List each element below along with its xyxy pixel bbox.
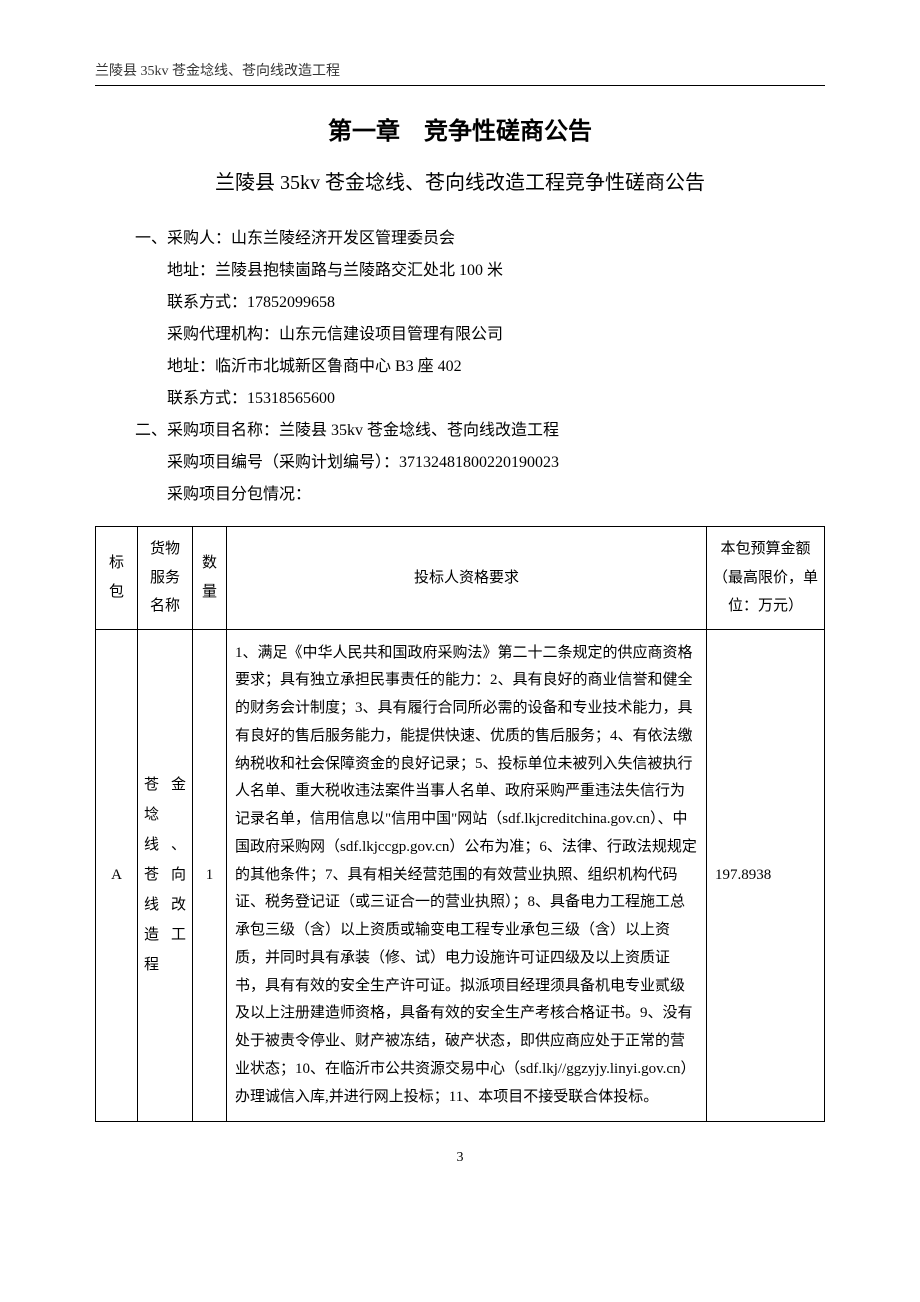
sub-title: 兰陵县 35kv 苍金埝线、苍向线改造工程竞争性磋商公告 [95, 166, 825, 195]
page-number: 3 [95, 1150, 825, 1166]
cell-service-name: 苍金埝线、苍向线改造工程 [138, 629, 193, 1122]
cell-budget: 197.8938 [707, 629, 825, 1122]
agency-contact: 联系方式：15318565600 [167, 383, 825, 415]
package-table-wrap: 标包 货物服务名称 数量 投标人资格要求 本包预算金额（最高限价，单位：万元） … [95, 526, 825, 1122]
cell-package: A [96, 629, 138, 1122]
purchaser-contact: 联系方式：17852099658 [167, 287, 825, 319]
table-row: A 苍金埝线、苍向线改造工程 1 1、满足《中华人民共和国政府采购法》第二十二条… [96, 629, 825, 1122]
col-quantity: 数量 [193, 527, 227, 630]
project-number: 采购项目编号（采购计划编号）：37132481800220190023 [167, 447, 825, 479]
table-header-row: 标包 货物服务名称 数量 投标人资格要求 本包预算金额（最高限价，单位：万元） [96, 527, 825, 630]
col-budget: 本包预算金额（最高限价，单位：万元） [707, 527, 825, 630]
section2-heading: 二、采购项目名称：兰陵县 35kv 苍金埝线、苍向线改造工程 [135, 415, 825, 447]
package-table: 标包 货物服务名称 数量 投标人资格要求 本包预算金额（最高限价，单位：万元） … [95, 526, 825, 1122]
purchaser-address: 地址：兰陵县抱犊崮路与兰陵路交汇处北 100 米 [167, 255, 825, 287]
section1-heading: 一、采购人：山东兰陵经济开发区管理委员会 [135, 223, 825, 255]
agency-name: 采购代理机构：山东元信建设项目管理有限公司 [167, 319, 825, 351]
col-package: 标包 [96, 527, 138, 630]
cell-quantity: 1 [193, 629, 227, 1122]
col-requirements: 投标人资格要求 [227, 527, 707, 630]
package-status: 采购项目分包情况： [167, 479, 825, 511]
header-divider [95, 85, 825, 86]
agency-address: 地址：临沂市北城新区鲁商中心 B3 座 402 [167, 351, 825, 383]
chapter-title: 第一章 竞争性磋商公告 [95, 111, 825, 146]
page-header: 兰陵县 35kv 苍金埝线、苍向线改造工程 [95, 60, 825, 80]
cell-requirements: 1、满足《中华人民共和国政府采购法》第二十二条规定的供应商资格要求；具有独立承担… [227, 629, 707, 1122]
col-service-name: 货物服务名称 [138, 527, 193, 630]
